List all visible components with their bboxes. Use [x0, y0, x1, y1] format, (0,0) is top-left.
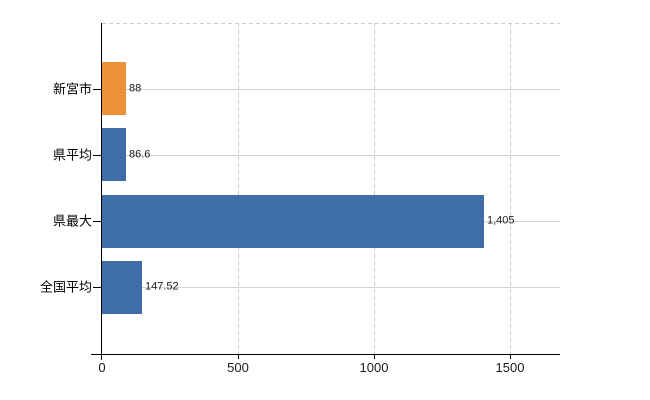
gridline-horizontal: [102, 287, 560, 288]
bar-value-label: 88: [129, 82, 142, 94]
bar-series: [102, 195, 484, 248]
bar-highlight: [102, 62, 126, 115]
category-label: 新宮市: [52, 81, 92, 96]
x-tick-label: 500: [227, 360, 249, 375]
category-label: 県最大: [52, 213, 92, 229]
x-axis-tick: [374, 354, 375, 359]
plot-top-border: [102, 23, 560, 24]
y-axis-tick: [93, 287, 101, 288]
y-axis-line: [101, 23, 102, 360]
y-axis-tick: [93, 155, 101, 156]
gridline-horizontal: [102, 155, 560, 156]
category-label: 県平均: [52, 147, 92, 163]
y-axis-tick: [93, 89, 101, 90]
bar-series: [102, 261, 142, 314]
gridline-vertical: [510, 23, 511, 354]
gridline-horizontal: [102, 89, 560, 90]
bar-value-label: 86.6: [129, 148, 151, 161]
x-axis-tick: [510, 354, 511, 359]
x-tick-label: 1000: [359, 360, 389, 375]
y-axis-tick: [93, 221, 101, 222]
category-label: 全国平均: [39, 279, 92, 295]
gridline-vertical: [374, 23, 375, 354]
bar-series: [102, 128, 126, 181]
x-axis-tick: [238, 354, 239, 359]
bar-value-label: 147.52: [145, 280, 179, 293]
x-tick-label: 0: [98, 360, 106, 375]
x-axis-line: [91, 354, 560, 355]
x-tick-label: 1500: [495, 360, 525, 375]
gridline-vertical: [238, 23, 239, 354]
bar-value-label: 1,405: [487, 214, 515, 227]
